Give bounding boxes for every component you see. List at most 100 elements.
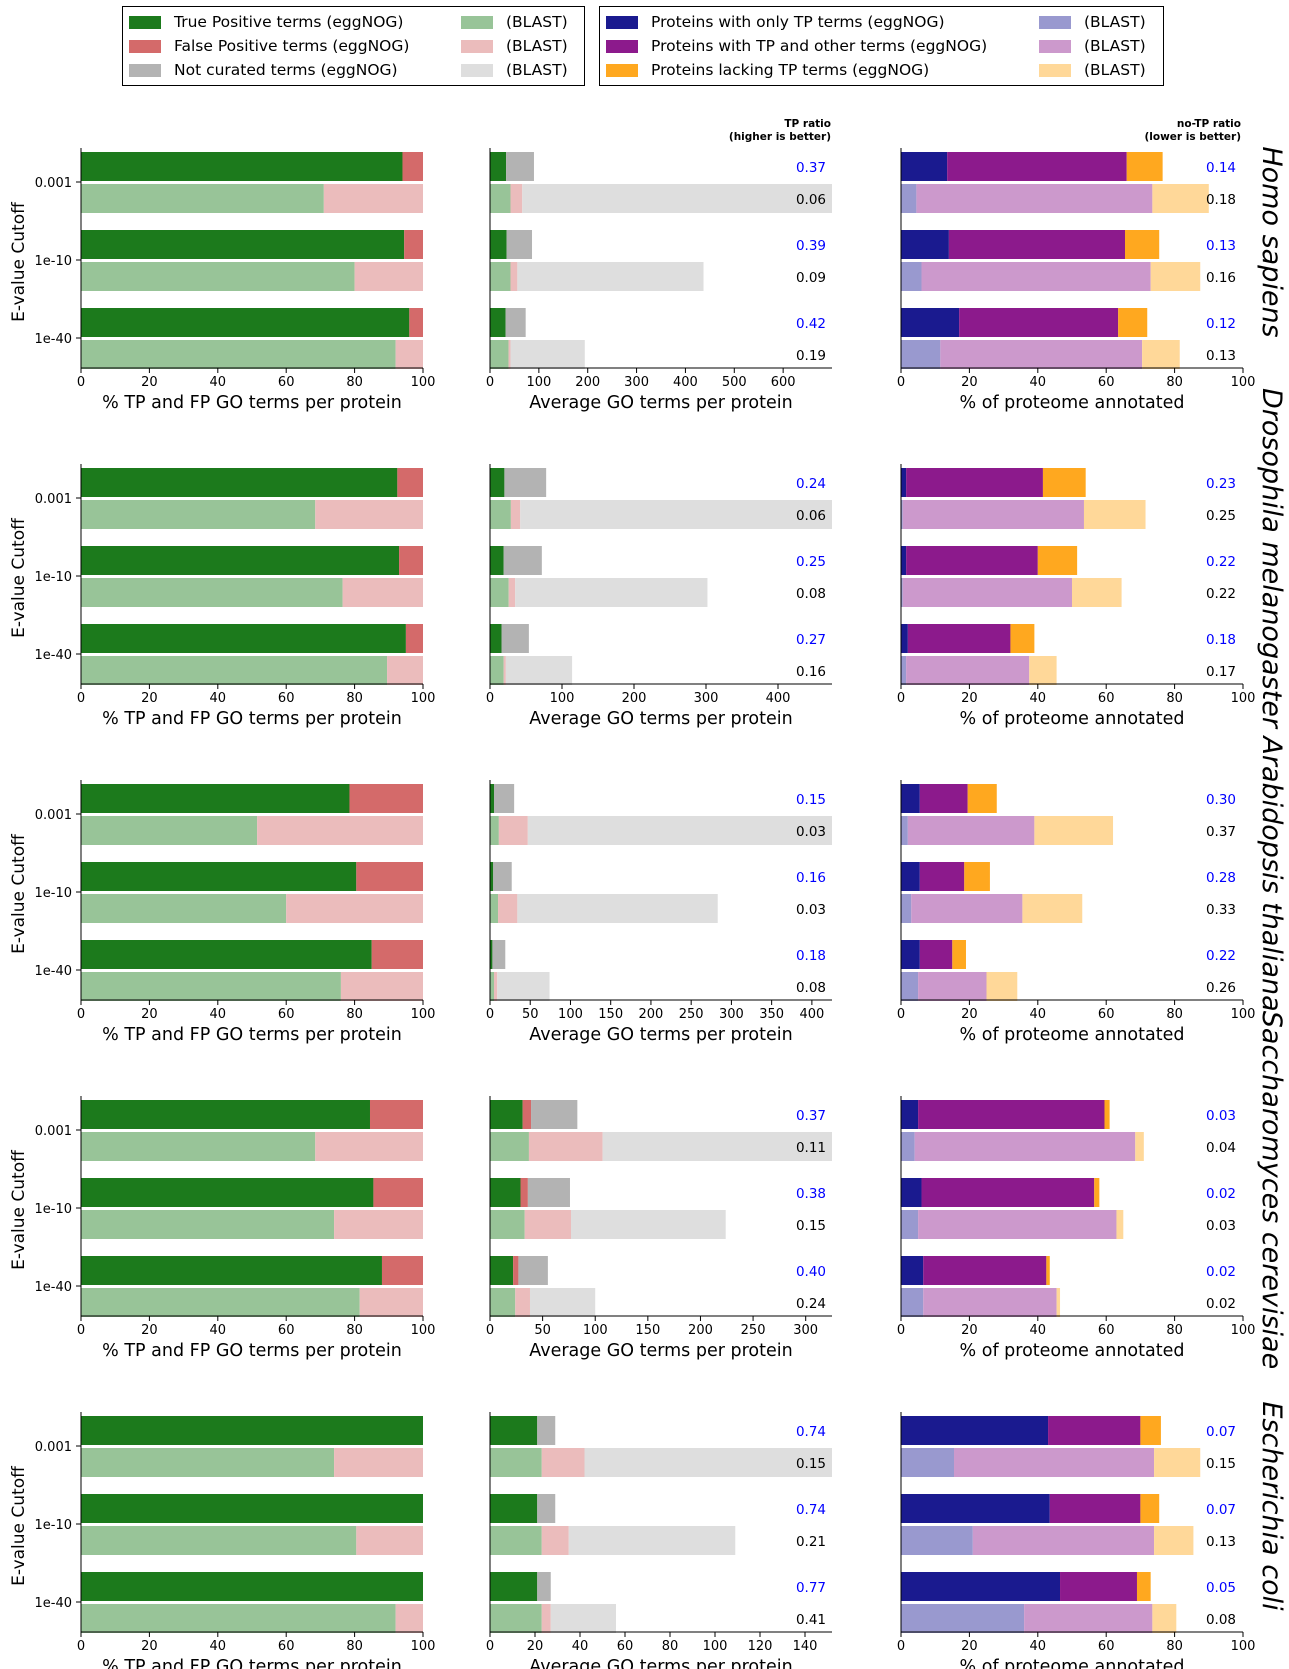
cutoff-tick-label: 0.001 <box>35 1124 72 1139</box>
bar-only-tp-blast <box>901 500 903 529</box>
bar-tp-eggnog <box>490 940 493 969</box>
bar-tp-other-eggnog <box>919 862 965 891</box>
bar-tp-blast <box>490 578 509 607</box>
bar-tp-other-eggnog <box>959 308 1119 337</box>
cutoff-tick-label: 1e-40 <box>34 1280 72 1295</box>
x-tick-label: 60 <box>1098 1639 1115 1654</box>
bar-tp-other-blast <box>918 972 987 1001</box>
notp-ratio-eggnog: 0.12 <box>1206 316 1236 332</box>
bar-tp-other-eggnog <box>918 1100 1105 1129</box>
x-tick-label: 100 <box>1231 691 1256 706</box>
notp-ratio-eggnog: 0.30 <box>1206 792 1236 808</box>
y-axis-label: E-value Cutoff <box>9 201 29 322</box>
bar-lacking-tp-blast <box>1072 578 1122 607</box>
x-tick-label: 400 <box>766 691 791 706</box>
x-tick-label: 600 <box>771 375 796 390</box>
notp-ratio-eggnog: 0.03 <box>1206 1108 1236 1124</box>
bar-tp-blast <box>81 656 388 685</box>
bar-lacking-tp-eggnog <box>1126 152 1163 181</box>
bar-tp-other-eggnog <box>907 624 1011 653</box>
bar-tp-eggnog <box>81 1416 423 1445</box>
x-tick-label: 100 <box>583 1323 608 1338</box>
bar-nc-blast <box>517 894 718 923</box>
x-tick-label: 0 <box>897 1323 905 1338</box>
legend-label: (BLAST) <box>506 61 568 79</box>
x-tick-label: 20 <box>141 1323 158 1338</box>
x-tick-label: 200 <box>688 1323 713 1338</box>
notp-ratio-eggnog: 0.18 <box>1206 632 1236 648</box>
organism-block-1: E-value Cutoff Drosophila melanogaster 0.0… <box>9 388 1287 730</box>
bar-nc-eggnog <box>503 546 542 575</box>
bar-nc-eggnog <box>493 862 512 891</box>
cutoff-tick-label: 1e-10 <box>34 254 72 269</box>
bar-tp-other-blast <box>907 816 1035 845</box>
bar-tp-other-blast <box>954 1448 1155 1477</box>
notp-ratio-eggnog: 0.13 <box>1206 238 1236 254</box>
bar-only-tp-blast <box>901 894 912 923</box>
organism-name: Escherichia coli <box>1256 1401 1287 1611</box>
x-tick-label: 80 <box>346 375 363 390</box>
bar-fp-blast <box>494 972 498 1001</box>
bar-only-tp-blast <box>901 340 941 369</box>
bar-fp-blast <box>541 1526 569 1555</box>
bar-lacking-tp-eggnog <box>1037 546 1078 575</box>
bar-nc-blast <box>527 816 832 845</box>
legend-swatch <box>606 15 638 29</box>
x-tick-label: 60 <box>1098 1007 1115 1022</box>
bar-tp-blast <box>490 972 495 1001</box>
notp-ratio-blast: 0.37 <box>1206 824 1236 840</box>
bar-tp-blast <box>81 1210 335 1239</box>
bar-lacking-tp-eggnog <box>1104 1100 1110 1129</box>
x-tick-label: 40 <box>1030 1639 1047 1654</box>
bar-tp-eggnog <box>81 230 405 259</box>
bar-lacking-tp-eggnog <box>1140 1494 1160 1523</box>
legend-entry-fp-eggnog: False Positive terms (eggNOG) <box>129 36 409 56</box>
bar-tp-eggnog <box>490 1572 538 1601</box>
bar-fp-blast <box>541 1604 551 1633</box>
tp-ratio-blast: 0.06 <box>796 508 826 524</box>
x-tick-label: 0 <box>486 1639 494 1654</box>
organism-block-4: E-value Cutoff Escherichia coli 0.001 1e-10… <box>9 1401 1287 1669</box>
bar-tp-other-eggnog <box>1049 1494 1141 1523</box>
x-tick-label: 60 <box>278 1007 295 1022</box>
bar-tp-blast <box>490 1526 542 1555</box>
bar-lacking-tp-eggnog <box>1118 308 1148 337</box>
bar-nc-blast <box>529 1288 596 1317</box>
x-tick-label: 20 <box>141 1639 158 1654</box>
bar-nc-blast <box>550 1604 616 1633</box>
bar-fp-blast <box>315 500 423 529</box>
bar-nc-eggnog <box>506 230 533 259</box>
x-axis-label: % TP and FP GO terms per protein <box>102 709 402 729</box>
bar-only-tp-blast <box>901 1210 919 1239</box>
x-tick-label: 300 <box>793 1323 818 1338</box>
x-tick-label: 20 <box>961 1323 978 1338</box>
legend-swatch <box>1039 63 1071 77</box>
bar-only-tp-eggnog <box>901 230 949 259</box>
bar-nc-eggnog <box>492 940 506 969</box>
bar-nc-blast <box>571 1210 726 1239</box>
bar-lacking-tp-eggnog <box>1010 624 1035 653</box>
bar-lacking-tp-blast <box>1022 894 1083 923</box>
x-axis-label: % of proteome annotated <box>960 709 1185 729</box>
x-tick-label: 300 <box>624 375 649 390</box>
bar-lacking-tp-blast <box>1150 262 1201 291</box>
cutoff-tick-label: 1e-40 <box>34 648 72 663</box>
x-tick-label: 20 <box>141 1007 158 1022</box>
bar-tp-blast <box>81 1448 335 1477</box>
x-tick-label: 200 <box>639 1007 664 1022</box>
bar-only-tp-blast <box>901 262 922 291</box>
organism-name: Arabidopsis thaliana <box>1256 734 1287 1011</box>
notp-ratio-eggnog: 0.02 <box>1206 1264 1236 1280</box>
bar-tp-eggnog <box>81 624 406 653</box>
x-tick-label: 0 <box>486 1007 494 1022</box>
notp-ratio-blast: 0.33 <box>1206 902 1236 918</box>
notp-ratio-eggnog: 0.22 <box>1206 554 1236 570</box>
x-tick-label: 500 <box>722 375 747 390</box>
legend-entry-lacking-tp-eggnog: Proteins lacking TP terms (eggNOG) <box>606 60 929 80</box>
x-tick-label: 20 <box>527 1639 544 1654</box>
x-tick-label: 120 <box>748 1639 773 1654</box>
x-tick-label: 350 <box>759 1007 784 1022</box>
organism-block-0: E-value Cutoff Homo sapiens 0.001 1e-10 1e-4… <box>9 118 1287 413</box>
x-tick-label: 40 <box>210 1639 227 1654</box>
tp-ratio-eggnog: 0.77 <box>796 1580 826 1596</box>
